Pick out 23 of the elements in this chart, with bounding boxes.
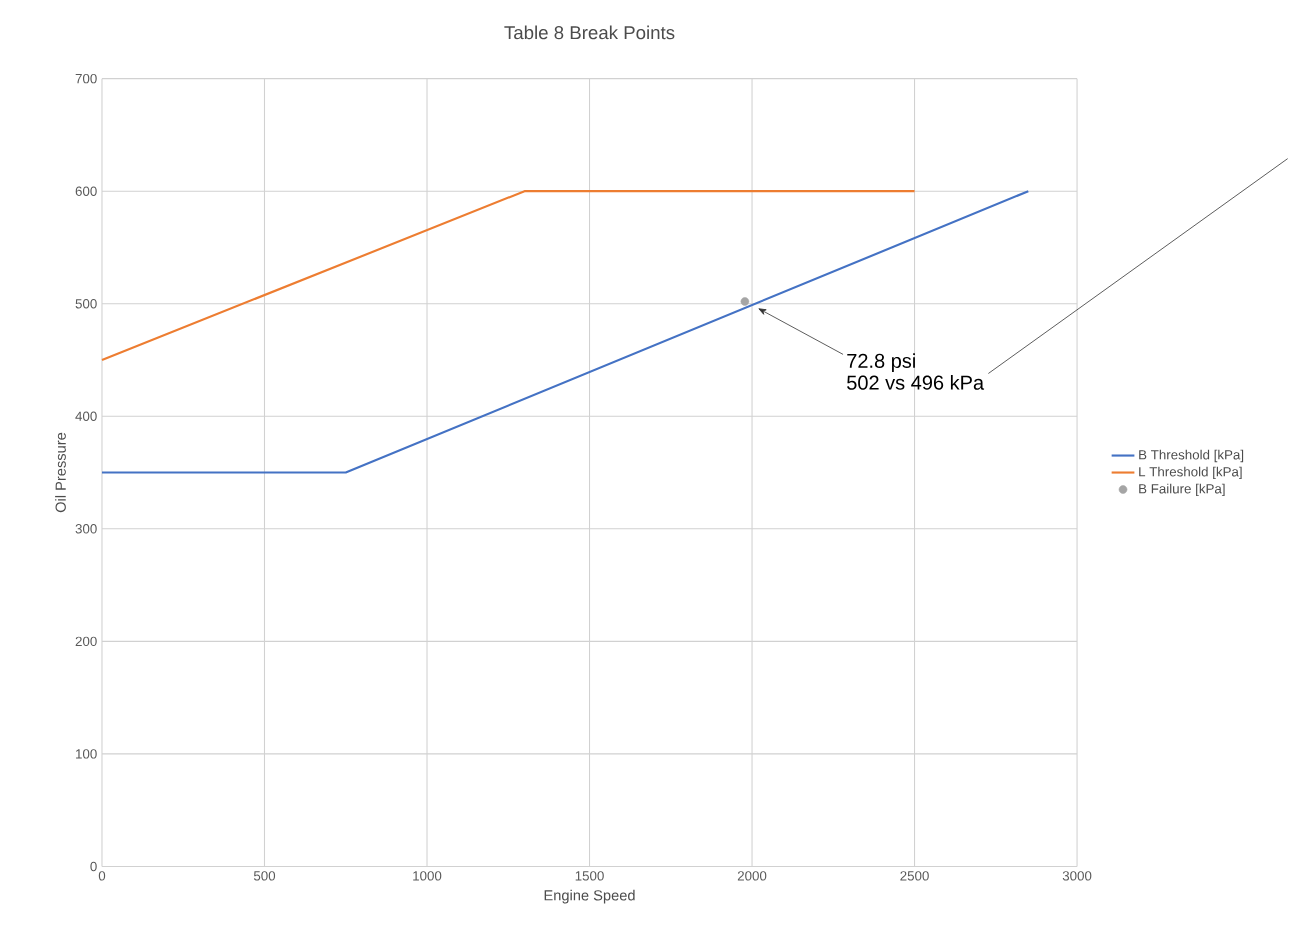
- y-tick-label: 500: [75, 298, 97, 309]
- y-tick-label: 400: [75, 411, 97, 421]
- x-tick-label: 2000: [737, 871, 767, 881]
- annotation: 502 vs 496 kPa: [847, 375, 985, 390]
- x-tick-label: 1500: [575, 871, 604, 881]
- x-tick-label: 2500: [900, 871, 929, 881]
- y-tick-label: 300: [75, 524, 97, 534]
- chart-title: Table 8 Break Points: [504, 25, 675, 40]
- y-tick-label: 600: [75, 186, 97, 196]
- y-tick-label: 100: [76, 749, 97, 759]
- y-tick-label: 0: [90, 861, 97, 872]
- y-axis-title: Oil Pressure: [55, 432, 66, 513]
- x-tick-label: 0: [98, 871, 106, 881]
- annotation: 72.8 psi: [847, 353, 915, 372]
- legend-label: L Threshold [kPa]: [1139, 466, 1242, 480]
- x-axis-title: Engine Speed: [544, 889, 635, 904]
- x-tick-label: 500: [253, 871, 276, 881]
- y-tick-label: 700: [75, 73, 97, 84]
- legend-label: B Failure [kPa]: [1139, 483, 1225, 497]
- legend-label: B Threshold [kPa]: [1139, 449, 1244, 463]
- y-tick-label: 200: [75, 636, 97, 647]
- x-tick-label: 3000: [1062, 871, 1092, 881]
- x-tick-label: 1000: [413, 871, 442, 881]
